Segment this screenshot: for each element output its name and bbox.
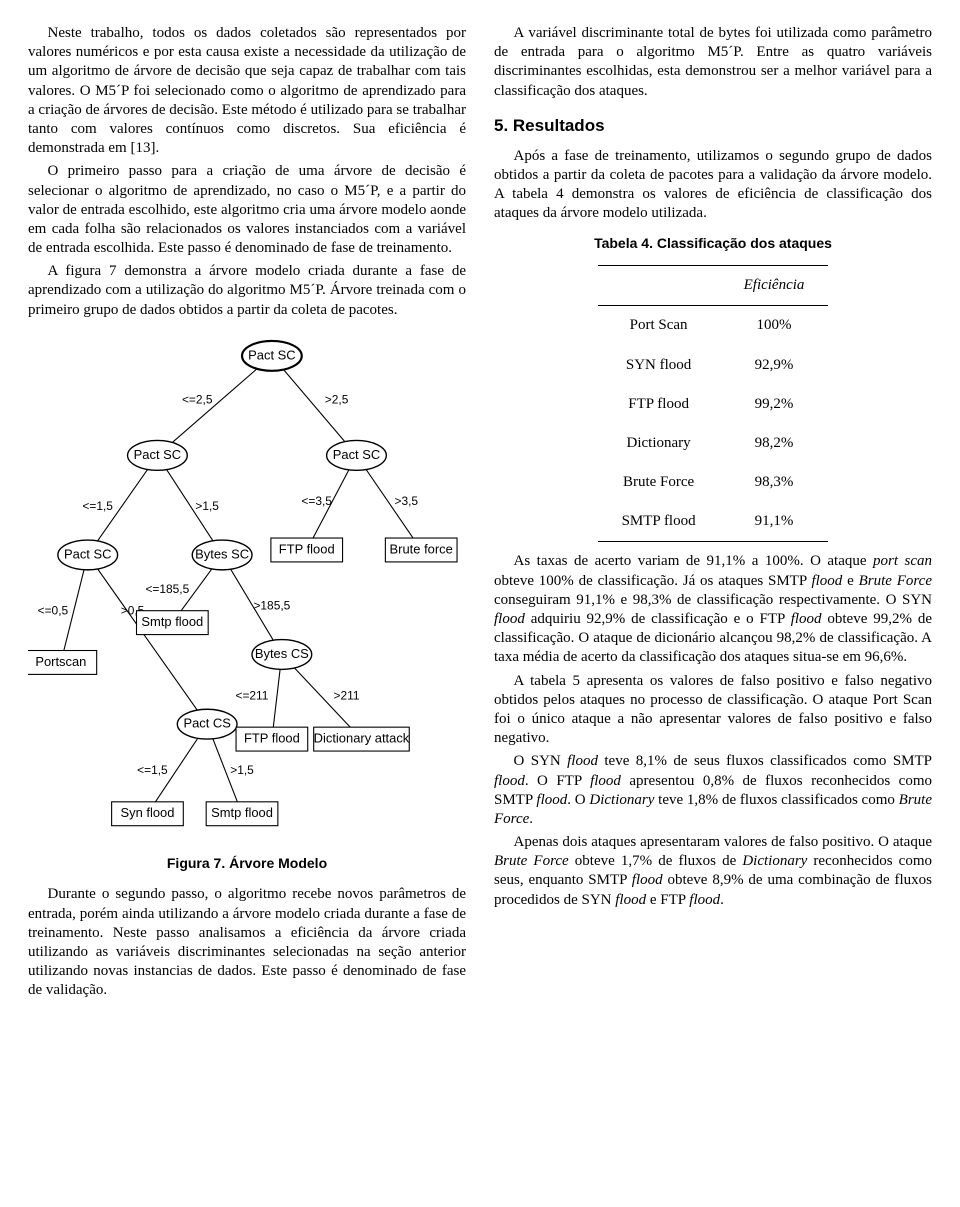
table-row: SYN flood92,9% (598, 346, 829, 385)
text-span: conseguiram 91,1% e 98,3% de classificaç… (494, 592, 932, 608)
tree-edge-label: <=211 (235, 688, 268, 702)
table-cell-name: Port Scan (598, 306, 720, 346)
right-p6: Apenas dois ataques apresentaram valores… (494, 833, 932, 910)
tree-node-label: Pact SC (248, 347, 295, 362)
text-span: flood (590, 773, 621, 789)
text-span: flood (689, 892, 720, 908)
text-span: As taxas de acerto variam de 91,1% a 100… (514, 553, 874, 569)
tree-leaf-label: Smtp flood (211, 805, 273, 820)
text-span: O SYN (514, 753, 568, 769)
text-span: Brute Force (859, 573, 932, 589)
text-span: e (842, 573, 858, 589)
right-p2: Após a fase de treinamento, utilizamos o… (494, 147, 932, 224)
tree-edge-label: <=1,5 (82, 499, 113, 513)
text-span: flood (567, 753, 598, 769)
tree-node-label: Pact SC (333, 447, 380, 462)
table-cell-eff: 98,2% (720, 424, 829, 463)
table-cell-eff: 98,3% (720, 463, 829, 502)
left-p3: A figura 7 demonstra a árvore modelo cri… (28, 262, 466, 320)
tree-edge-label: <=1,5 (137, 763, 168, 777)
tree-edge-label: >185,5 (253, 599, 290, 613)
table-cell-eff: 99,2% (720, 385, 829, 424)
text-span: flood (494, 773, 525, 789)
table-cell-eff: 92,9% (720, 346, 829, 385)
section-5-heading: 5. Resultados (494, 115, 932, 137)
text-span: flood (811, 573, 842, 589)
table-cell-name: FTP flood (598, 385, 720, 424)
text-span: obteve 1,7% de fluxos de (569, 853, 743, 869)
text-span: obteve 100% de classificação. Já os ataq… (494, 573, 811, 589)
table-cell-eff: 100% (720, 306, 829, 346)
text-span: flood (791, 611, 822, 627)
text-span: flood (494, 611, 525, 627)
tree-edge (88, 555, 207, 724)
text-span: Dictionary (742, 853, 807, 869)
table-cell-name: Dictionary (598, 424, 720, 463)
text-span: . (529, 811, 533, 827)
text-span: . O FTP (525, 773, 590, 789)
table-4: Eficiência Port Scan100%SYN flood92,9%FT… (598, 265, 829, 542)
text-span: . (720, 892, 724, 908)
table-row: Port Scan100% (598, 306, 829, 346)
table-cell-eff: 91,1% (720, 502, 829, 542)
tree-node-label: Bytes SC (195, 546, 249, 561)
right-column: A variável discriminante total de bytes … (494, 24, 932, 1004)
figure-7-tree: <=2,5>2,5<=1,5>1,5<=3,5>3,5<=0,5>0,5<=18… (28, 326, 466, 844)
tree-edge-label: <=0,5 (38, 603, 69, 617)
right-p4: A tabela 5 apresenta os valores de falso… (494, 672, 932, 749)
tree-edge-label: >211 (334, 688, 360, 702)
tree-leaf-label: Smtp flood (141, 614, 203, 629)
table-cell-name: SMTP flood (598, 502, 720, 542)
tree-edge-label: <=2,5 (182, 392, 213, 406)
tree-node-label: Pact CS (183, 715, 231, 730)
tree-leaf-label: FTP flood (279, 541, 335, 556)
text-span: teve 1,8% de fluxos classificados como (654, 792, 898, 808)
tree-edge-label: <=3,5 (301, 494, 332, 508)
right-p1: A variável discriminante total de bytes … (494, 24, 932, 101)
table-4-caption: Tabela 4. Classificação dos ataques (494, 235, 932, 253)
tree-node-label: Pact SC (64, 546, 111, 561)
table-row: SMTP flood91,1% (598, 502, 829, 542)
text-span: flood (632, 872, 663, 888)
left-column: Neste trabalho, todos os dados coletados… (28, 24, 466, 1004)
table-row: Brute Force98,3% (598, 463, 829, 502)
right-p5: O SYN flood teve 8,1% de seus fluxos cla… (494, 752, 932, 829)
text-span: port scan (873, 553, 932, 569)
tree-node-label: Pact SC (134, 447, 181, 462)
tree-edge-label: >1,5 (230, 763, 254, 777)
tree-svg: <=2,5>2,5<=1,5>1,5<=3,5>3,5<=0,5>0,5<=18… (28, 326, 466, 844)
tree-leaf-label: Brute force (390, 541, 453, 556)
text-span: adquiriu 92,9% de classificação e o FTP (525, 611, 791, 627)
left-p4: Durante o segundo passo, o algoritmo rec… (28, 885, 466, 1000)
text-span: Dictionary (589, 792, 654, 808)
table-cell-name: Brute Force (598, 463, 720, 502)
text-span: flood (615, 892, 646, 908)
text-span: flood (536, 792, 567, 808)
right-p3: As taxas de acerto variam de 91,1% a 100… (494, 552, 932, 667)
tree-edge-label: >2,5 (325, 392, 349, 406)
left-p2: O primeiro passo para a criação de uma á… (28, 162, 466, 258)
figure-7-caption: Figura 7. Árvore Modelo (28, 855, 466, 873)
text-span: e FTP (646, 892, 689, 908)
table-row: FTP flood99,2% (598, 385, 829, 424)
tree-leaf-label: FTP flood (244, 730, 300, 745)
text-span: Brute Force (494, 853, 569, 869)
table-4-header-empty (598, 266, 720, 306)
tree-leaf-label: Portscan (35, 654, 86, 669)
tree-leaf-label: Syn flood (120, 805, 174, 820)
text-span: . O (567, 792, 589, 808)
tree-edge-label: >1,5 (195, 499, 219, 513)
tree-leaf-label: Dictionary attack (314, 730, 410, 745)
two-column-layout: Neste trabalho, todos os dados coletados… (28, 24, 932, 1004)
tree-edge-label: <=185,5 (145, 582, 189, 596)
tree-edge-label: >3,5 (394, 494, 418, 508)
tree-edge (157, 356, 271, 456)
table-cell-name: SYN flood (598, 346, 720, 385)
left-p1: Neste trabalho, todos os dados coletados… (28, 24, 466, 158)
text-span: teve 8,1% de seus fluxos classificados c… (598, 753, 932, 769)
tree-node-label: Bytes CS (255, 646, 309, 661)
table-row: Dictionary98,2% (598, 424, 829, 463)
text-span: Apenas dois ataques apresentaram valores… (514, 834, 933, 850)
table-4-header-eff: Eficiência (720, 266, 829, 306)
